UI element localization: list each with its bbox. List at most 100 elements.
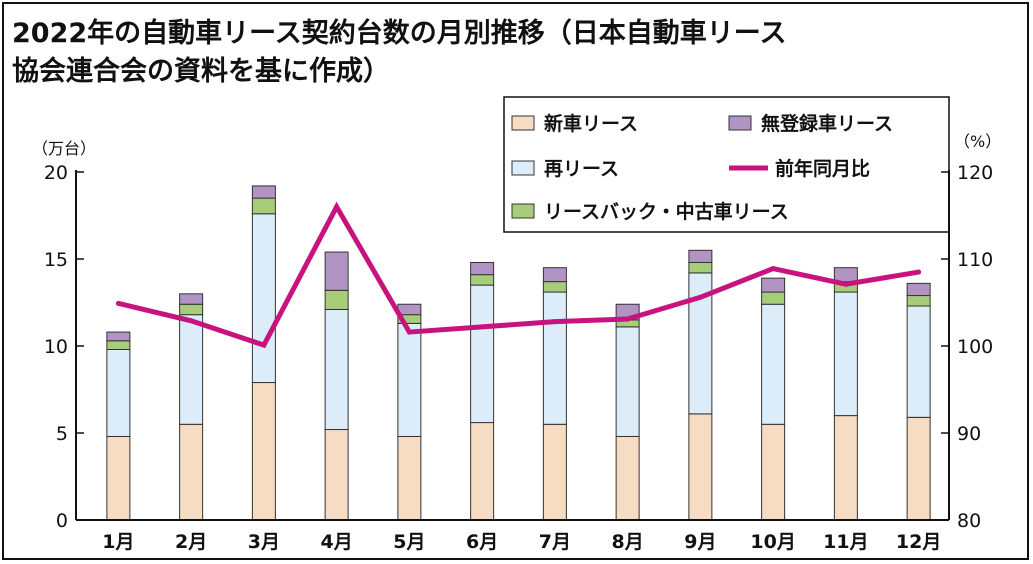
- bar-segment-new-lease: [761, 423, 786, 521]
- x-tick-label: 9月: [684, 531, 716, 553]
- bar-segment-new-lease: [833, 415, 858, 521]
- bar-segment-unregistered: [761, 277, 786, 293]
- bar-segment-new-lease: [688, 413, 713, 521]
- bar-segment-leaseback: [470, 274, 495, 286]
- x-tick-label: 7月: [539, 531, 571, 553]
- x-tick-label: 1月: [102, 531, 134, 553]
- yoy-line-path: [117, 201, 920, 349]
- x-tick-label: 6月: [466, 531, 498, 553]
- right-axis-unit: （%）: [954, 132, 1001, 151]
- bar-segment-new-lease: [179, 423, 204, 521]
- bar-segment-leaseback: [251, 197, 276, 215]
- bar-segment-re-lease: [542, 291, 567, 425]
- bar-segment-unregistered: [106, 331, 131, 342]
- stacked-bars: [106, 185, 931, 521]
- x-tick-label: 8月: [612, 531, 644, 553]
- yoy-line-point: [115, 300, 121, 306]
- yoy-line-series: [115, 201, 922, 349]
- left-tick-label: 5: [56, 423, 68, 445]
- left-tick-label: 0: [56, 510, 68, 532]
- legend-leaseback-label: リースバック・中古車リース: [544, 200, 789, 223]
- bar-segment-unregistered: [542, 267, 567, 283]
- chart-title-line-1: 2022年の自動車リース契約台数の月別推移（日本自動車リース: [12, 17, 786, 49]
- legend-unregistered-label: 無登録車リース: [761, 112, 893, 135]
- bar-segment-unregistered: [688, 249, 713, 263]
- bar-segment-re-lease: [324, 308, 349, 431]
- bar-segment-new-lease: [615, 435, 640, 521]
- left-tick-label: 10: [44, 336, 68, 358]
- bar-segment-unregistered: [833, 267, 858, 283]
- yoy-line-point: [479, 324, 485, 330]
- bar-segment-re-lease: [761, 303, 786, 425]
- bar-segment-re-lease: [615, 326, 640, 437]
- bar-segment-re-lease: [179, 314, 204, 425]
- yoy-line-point: [334, 204, 340, 210]
- right-tick-label: 100: [957, 336, 993, 358]
- bar-segment-new-lease: [470, 422, 495, 521]
- bar-segment-re-lease: [251, 213, 276, 384]
- bar-segment-new-lease: [251, 382, 276, 521]
- yoy-line-point: [697, 294, 703, 300]
- legend-box: [503, 96, 950, 233]
- bar-segment-leaseback: [324, 289, 349, 310]
- yoy-line-point: [406, 329, 412, 335]
- x-tick-label: 2月: [175, 531, 207, 553]
- x-tick-label: 11月: [823, 531, 868, 553]
- bar-segment-leaseback: [761, 291, 786, 305]
- bar-segment-unregistered: [251, 185, 276, 199]
- legend-yoy-label: 前年同月比: [775, 157, 870, 180]
- yoy-line-point: [188, 318, 194, 324]
- x-tick-label: 5月: [393, 531, 425, 553]
- bar-segment-new-lease: [106, 435, 131, 521]
- bar-segment-new-lease: [324, 429, 349, 521]
- yoy-line-point: [552, 319, 558, 325]
- bar-segment-new-lease: [906, 416, 931, 521]
- chart-title-line-2: 協会連合会の資料を基に作成）: [12, 55, 390, 87]
- right-tick-label: 110: [957, 249, 993, 271]
- yoy-line-point: [843, 281, 849, 287]
- legend-new-lease-swatch: [511, 115, 535, 131]
- x-axis-labels: 1月 2月 3月 4月 5月 6月 7月 8月 9月 10月 11月 12月: [102, 531, 941, 553]
- bar-segment-leaseback: [906, 295, 931, 307]
- x-tick-label: 3月: [248, 531, 280, 553]
- bar-segment-unregistered: [906, 282, 931, 297]
- right-tick-label: 120: [957, 162, 993, 184]
- left-axis-ticks: 0 5 10 15 20: [44, 162, 84, 532]
- bar-segment-leaseback: [688, 261, 713, 274]
- chart-canvas: 2022年の自動車リース契約台数の月別推移（日本自動車リース 協会連合会の資料を…: [12, 17, 1001, 553]
- bar-segment-re-lease: [470, 284, 495, 424]
- bar-segment-leaseback: [542, 281, 567, 293]
- bar-segment-new-lease: [542, 423, 567, 521]
- bar-segment-leaseback: [179, 303, 204, 316]
- bar-segment-new-lease: [397, 435, 422, 521]
- yoy-line-point: [625, 316, 631, 322]
- bar-segment-re-lease: [833, 291, 858, 417]
- yoy-line-point: [770, 266, 776, 272]
- left-axis-unit: （万台）: [32, 139, 96, 158]
- left-tick-label: 20: [44, 162, 68, 184]
- bar-segment-re-lease: [906, 305, 931, 418]
- right-tick-label: 80: [957, 510, 981, 532]
- bar-segment-unregistered: [324, 251, 349, 291]
- right-tick-label: 90: [957, 423, 981, 445]
- legend-unregistered-swatch: [728, 115, 752, 131]
- legend-re-lease-label: 再リース: [544, 158, 619, 180]
- bar-segment-leaseback: [106, 340, 131, 350]
- x-tick-label: 4月: [321, 531, 353, 553]
- bar-segment-unregistered: [179, 293, 204, 305]
- axes: [75, 170, 950, 521]
- legend-re-lease-swatch: [511, 160, 535, 176]
- legend-leaseback-swatch: [511, 203, 535, 219]
- yoy-line-point: [916, 269, 922, 275]
- bar-segment-re-lease: [397, 322, 422, 437]
- bar-segment-unregistered: [397, 303, 422, 316]
- legend-new-lease-label: 新車リース: [544, 112, 638, 135]
- bar-segment-unregistered: [470, 261, 495, 276]
- left-tick-label: 15: [44, 249, 68, 271]
- bar-segment-re-lease: [106, 348, 131, 437]
- x-tick-label: 12月: [896, 531, 941, 553]
- yoy-line-point: [261, 342, 267, 348]
- x-tick-label: 10月: [750, 531, 795, 553]
